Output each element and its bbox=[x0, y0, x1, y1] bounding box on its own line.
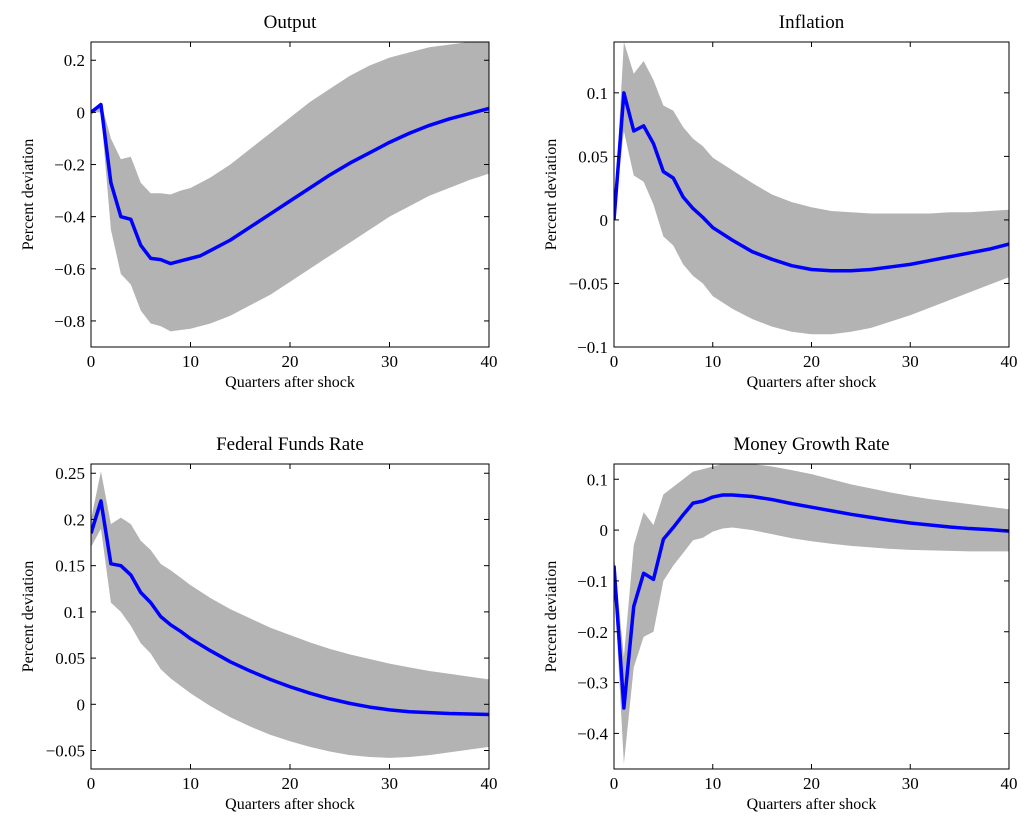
y-tick-label: −0.3 bbox=[577, 674, 608, 693]
median-response-line bbox=[614, 493, 1009, 710]
y-tick-label: 0.15 bbox=[55, 557, 85, 576]
x-axis-label: Quarters after shock bbox=[747, 796, 877, 813]
y-tick-label: −0.1 bbox=[577, 338, 608, 357]
x-tick-label: 30 bbox=[381, 352, 398, 371]
y-tick-label: −0.8 bbox=[54, 312, 85, 331]
x-axis-label: Quarters after shock bbox=[225, 374, 355, 391]
x-tick-label: 10 bbox=[704, 352, 721, 371]
y-tick-label: 0 bbox=[77, 695, 86, 714]
y-tick-label: 0.1 bbox=[64, 603, 85, 622]
panel-output: 0 10 20 30 40 −0.8 −0.6 −0.4 −0.2 0 0.2 Output Qua… bbox=[20, 12, 498, 391]
x-tick-label: 20 bbox=[803, 774, 820, 793]
x-axis-label: Quarters after shock bbox=[747, 374, 877, 391]
median-response-line bbox=[614, 91, 1009, 273]
x-tick-label: 0 bbox=[87, 352, 96, 371]
x-tick-label: 30 bbox=[902, 774, 919, 793]
y-tick-label: 0.05 bbox=[55, 649, 85, 668]
x-tick-label: 10 bbox=[704, 774, 721, 793]
x-tick-label: 30 bbox=[381, 774, 398, 793]
y-tick-label: −0.6 bbox=[54, 260, 85, 279]
y-tick-label: 0.2 bbox=[64, 51, 85, 70]
median-response-line bbox=[91, 102, 489, 266]
y-axis-label: Percent deviation bbox=[543, 139, 560, 251]
y-tick-label: −0.2 bbox=[54, 156, 85, 175]
x-tick-label: 40 bbox=[481, 352, 498, 371]
x-tick-label: 10 bbox=[182, 352, 199, 371]
chart-title: Federal Funds Rate bbox=[216, 434, 364, 455]
y-tick-label: −0.1 bbox=[577, 572, 608, 591]
y-tick-label: 0 bbox=[77, 103, 86, 122]
x-tick-label: 0 bbox=[610, 774, 619, 793]
y-tick-label: 0.1 bbox=[587, 84, 608, 103]
chart-title: Money Growth Rate bbox=[733, 434, 889, 455]
median-response-line bbox=[91, 499, 489, 717]
confidence-band bbox=[91, 42, 489, 332]
panel-money-growth-rate: 0 10 20 30 40 −0.4 −0.3 −0.2 −0.1 0 0.1 Money Grow… bbox=[543, 434, 1018, 813]
y-tick-label: 0.1 bbox=[587, 470, 608, 489]
x-tick-label: 30 bbox=[902, 352, 919, 371]
y-tick-label: −0.05 bbox=[569, 274, 608, 293]
y-tick-label: −0.05 bbox=[46, 742, 85, 761]
y-tick-label: 0 bbox=[600, 521, 609, 540]
confidence-band bbox=[614, 464, 1009, 764]
x-tick-label: 10 bbox=[182, 774, 199, 793]
x-tick-label: 20 bbox=[282, 774, 299, 793]
confidence-band bbox=[614, 42, 1009, 335]
y-axis-label: Percent deviation bbox=[20, 139, 37, 251]
y-tick-label: 0.25 bbox=[55, 464, 85, 483]
x-tick-label: 20 bbox=[803, 352, 820, 371]
chart-title: Output bbox=[264, 12, 318, 33]
x-axis-label: Quarters after shock bbox=[225, 796, 355, 813]
y-tick-label: 0.05 bbox=[578, 147, 608, 166]
y-tick-label: −0.4 bbox=[577, 724, 608, 743]
x-tick-label: 0 bbox=[610, 352, 619, 371]
y-tick-label: −0.4 bbox=[54, 208, 85, 227]
y-tick-label: −0.2 bbox=[577, 623, 608, 642]
y-tick-label: 0 bbox=[600, 211, 609, 230]
x-tick-label: 40 bbox=[481, 774, 498, 793]
y-axis-label: Percent deviation bbox=[20, 561, 37, 673]
confidence-band bbox=[91, 471, 489, 758]
x-tick-label: 20 bbox=[282, 352, 299, 371]
x-tick-label: 0 bbox=[87, 774, 96, 793]
chart-title: Inflation bbox=[779, 12, 845, 33]
x-tick-label: 40 bbox=[1001, 352, 1018, 371]
panel-inflation: 0 10 20 30 40 −0.1 −0.05 0 0.05 0.1 Inflation Qua… bbox=[543, 12, 1018, 391]
y-axis-label: Percent deviation bbox=[543, 561, 560, 673]
x-tick-label: 40 bbox=[1001, 774, 1018, 793]
y-tick-label: 0.2 bbox=[64, 510, 85, 529]
